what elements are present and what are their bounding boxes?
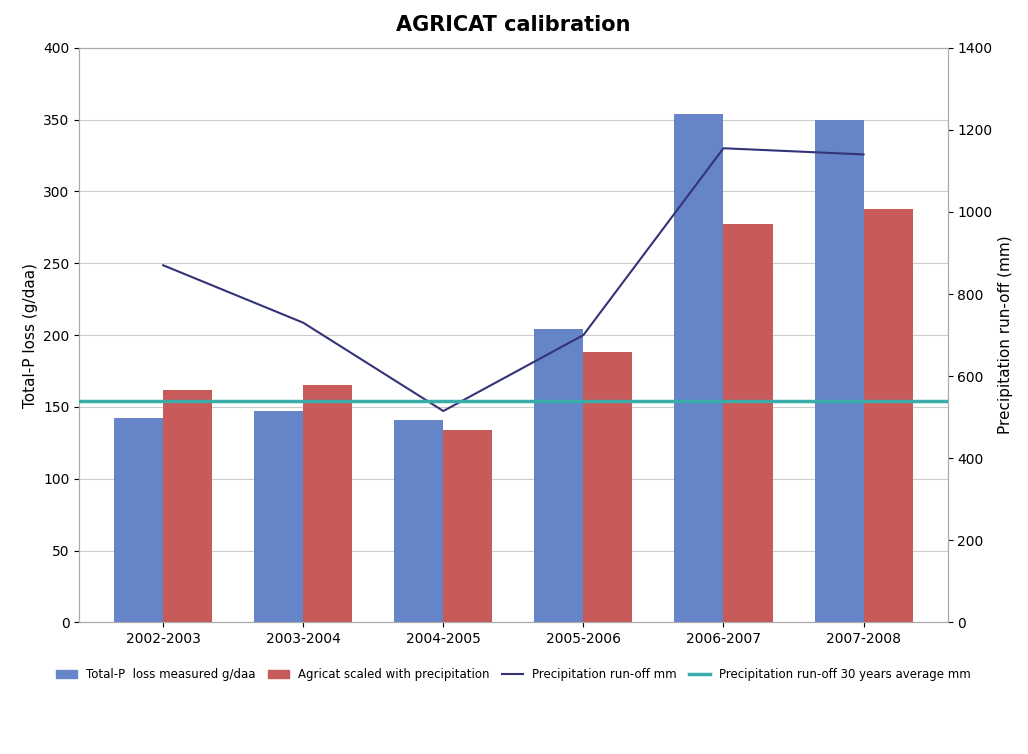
Bar [814,120,864,623]
Bar [864,209,913,623]
Bar [674,114,724,623]
Bar [254,411,303,623]
Bar [114,418,163,623]
Bar [303,385,353,623]
Precipitation run-off 30 years average mm [297,396,309,405]
Y-axis label: Precipitation run-off (mm): Precipitation run-off (mm) [998,236,1013,434]
Line: Precipitation run-off mm: Precipitation run-off mm [163,149,864,411]
Bar [395,420,443,623]
Bar [584,352,632,623]
Precipitation run-off mm [718,144,730,153]
Precipitation run-off mm [157,261,170,270]
Legend: Total-P  loss measured g/daa, Agricat scaled with precipitation, Precipitation r: Total-P loss measured g/daa, Agricat sca… [50,663,976,685]
Bar [535,329,584,623]
Y-axis label: Total-P loss (g/daa): Total-P loss (g/daa) [23,262,37,408]
Precipitation run-off mm [297,318,309,327]
Bar [443,430,492,623]
Title: AGRICAT calibration: AGRICAT calibration [396,15,630,35]
Precipitation run-off mm [437,406,449,415]
Bar [163,390,212,623]
Precipitation run-off mm [857,150,870,159]
Precipitation run-off mm [578,330,590,339]
Precipitation run-off 30 years average mm [157,396,170,405]
Bar [724,225,772,623]
